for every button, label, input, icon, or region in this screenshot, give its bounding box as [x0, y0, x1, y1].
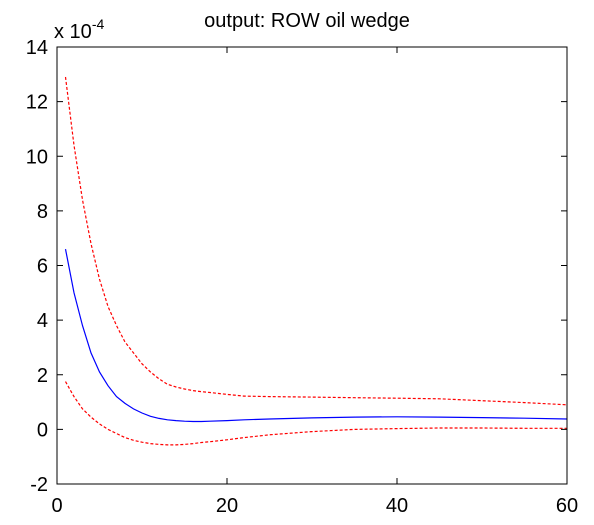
y-tick-label: 0 — [37, 419, 48, 441]
y-tick-label: 2 — [37, 365, 48, 387]
band-line-2 — [64, 381, 567, 446]
y-tick-label: 6 — [37, 256, 48, 278]
y-tick-label: 12 — [26, 92, 48, 114]
series-layer — [64, 76, 568, 446]
x-tick-label: 20 — [216, 495, 238, 517]
chart-title: output: ROW oil wedge — [204, 10, 410, 32]
y-tick-label: 14 — [26, 37, 48, 59]
median-line — [64, 248, 568, 423]
band-line-1 — [64, 76, 568, 406]
y-tick-label: 4 — [37, 310, 48, 332]
x-tick-label: 40 — [386, 495, 408, 517]
y-tick-label: 10 — [26, 146, 48, 168]
scale-label: x 10-4 — [54, 16, 104, 43]
y-tick-label: 8 — [37, 201, 48, 223]
y-tick-label: -2 — [30, 474, 48, 496]
scale-label-base: x 10 — [54, 21, 92, 43]
scale-label-exponent: -4 — [92, 16, 105, 32]
x-tick-label: 0 — [51, 495, 62, 517]
x-tick-label: 60 — [556, 495, 578, 517]
